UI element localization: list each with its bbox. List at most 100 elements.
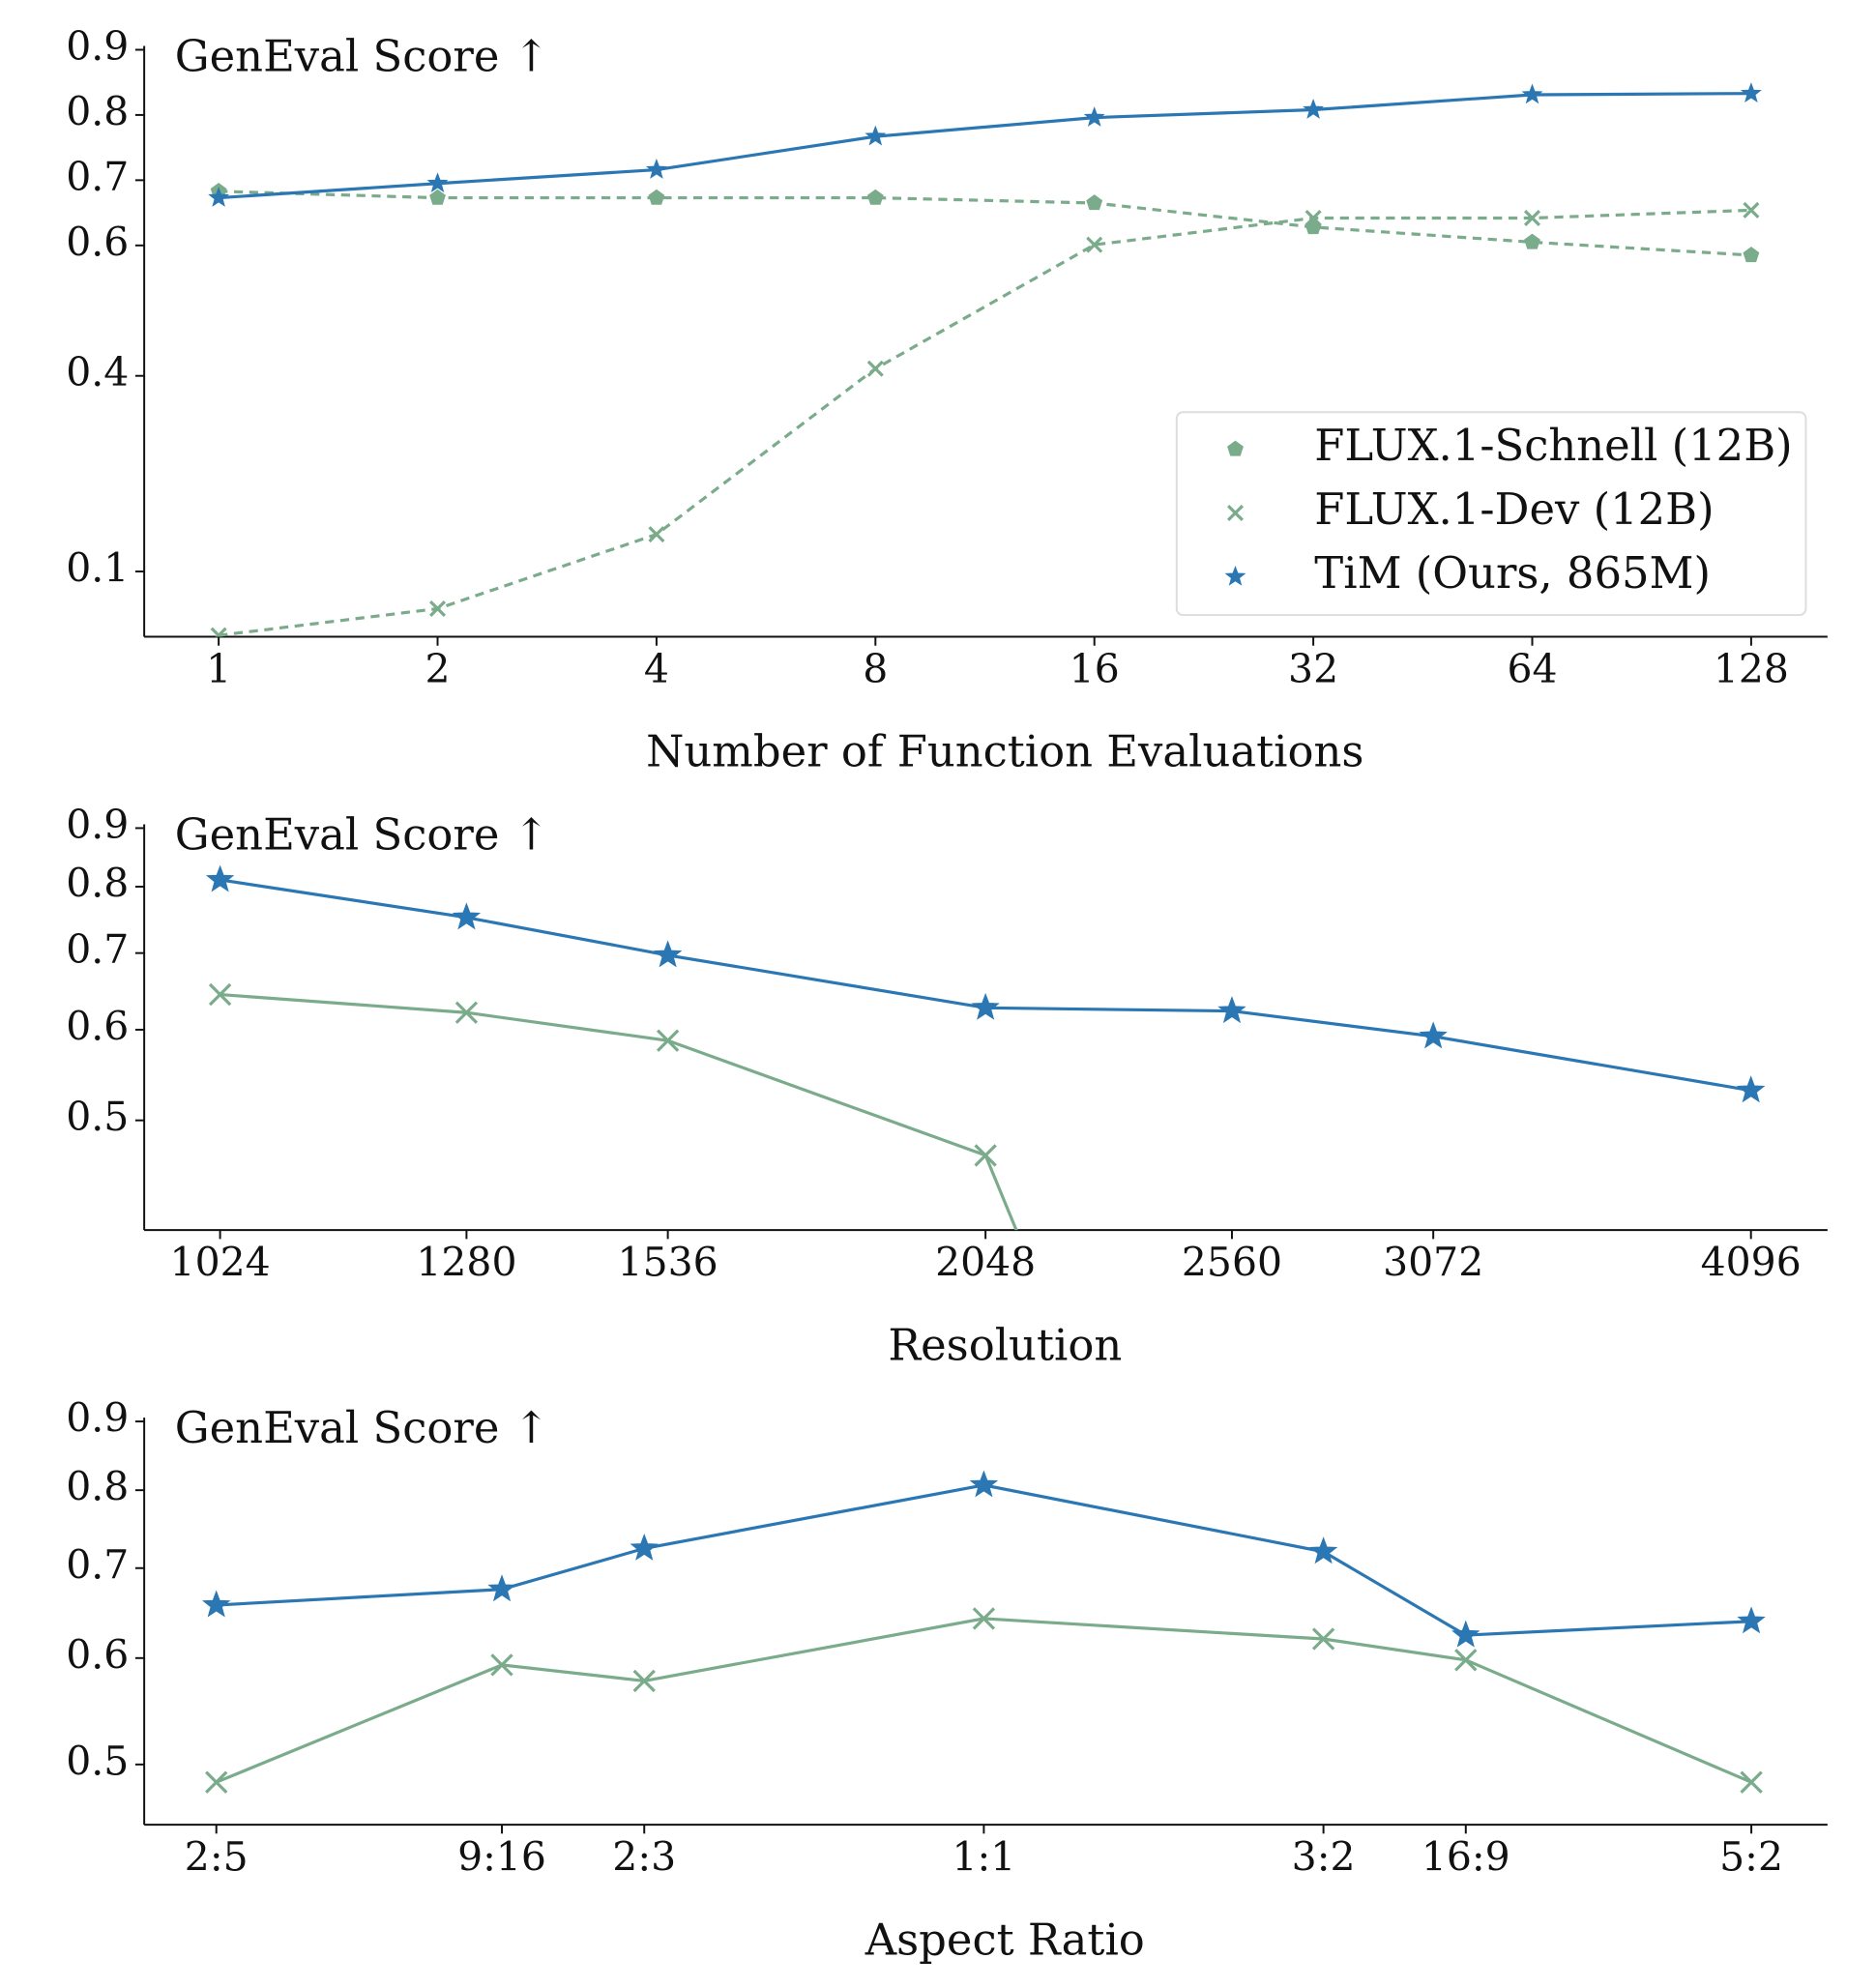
marker [208,982,232,1007]
marker [648,189,665,205]
marker [1740,1770,1763,1794]
marker [1224,565,1246,586]
x-tick-label: 1024 [170,1240,271,1286]
marker [1227,440,1244,456]
series-line [219,92,1751,200]
x-tick-label: 1 [206,646,231,692]
series-line [216,1483,1752,1637]
x-tick-label: 2560 [1182,1240,1282,1286]
y-tick-label: 0.1 [66,545,129,592]
legend-label: FLUX.1-Schnell (12B) [1314,420,1792,471]
series-line [220,878,1751,1093]
x-tick-label: 32 [1288,646,1338,692]
x-tick-label: 2 [425,646,451,692]
marker [648,526,665,543]
x-tick-label: 1:1 [952,1834,1015,1881]
x-tick-label: 16 [1070,646,1120,692]
series-line [218,208,1751,637]
x-tick-label: 3:2 [1292,1834,1356,1881]
marker [452,902,482,930]
x-tick-label: 64 [1507,646,1557,692]
y-tick-label: 0.8 [66,1464,129,1510]
y-axis-title: GenEval Score ↑ [175,1402,549,1453]
x-tick-label: 2:5 [185,1834,249,1881]
marker [1419,1021,1448,1049]
x-tick-label: 2:3 [612,1834,676,1881]
x-tick-label: 3072 [1383,1240,1483,1286]
series-line [219,190,1751,257]
y-tick-label: 0.6 [66,1631,129,1678]
marker [202,1590,231,1618]
marker [1221,1743,1242,1764]
marker [1304,209,1322,226]
marker [971,992,1000,1020]
y-tick-label: 0.8 [66,88,129,134]
y-tick-label: 0.6 [66,1003,129,1049]
marker [645,159,667,179]
marker [1524,233,1540,249]
y-axis-title: GenEval Score ↑ [175,809,549,861]
marker [454,1001,479,1024]
y-tick-label: 0.9 [66,1395,129,1442]
x-tick-label: 5:2 [1719,1834,1783,1881]
legend-label: TiM (Ours, 865M) [1314,547,1711,599]
marker [1521,83,1543,104]
x-tick-label: 1280 [416,1240,516,1286]
marker [1086,236,1103,253]
marker [1736,1075,1766,1103]
marker [1217,996,1246,1024]
legend-box [1175,411,1807,617]
marker [426,172,449,193]
y-tick-label: 0.5 [66,1738,129,1784]
x-tick-label: 16:9 [1422,1834,1510,1881]
series-line [220,992,1018,1231]
marker [866,189,884,205]
marker [1311,1627,1335,1651]
marker [490,1653,513,1677]
marker [1523,209,1541,226]
x-tick-label: 4096 [1701,1240,1802,1286]
y-tick-label: 0.9 [66,802,129,848]
marker [429,599,447,618]
marker [972,1607,996,1630]
series-line [216,1617,1752,1784]
marker [656,1029,680,1052]
marker [1451,1620,1480,1648]
marker [1083,106,1105,127]
x-axis-title: Resolution [888,1319,1122,1370]
marker [1226,504,1245,522]
marker [1743,247,1760,263]
y-tick-label: 0.9 [66,23,129,70]
marker [205,864,235,892]
marker [1743,201,1760,219]
marker [865,125,887,146]
legend-label: FLUX.1-Dev (12B) [1314,483,1714,535]
y-tick-label: 0.6 [66,219,129,265]
marker [429,189,446,205]
y-tick-label: 0.4 [66,349,129,395]
marker [653,940,683,968]
marker [1737,1606,1766,1634]
marker [866,360,884,377]
x-tick-label: 2048 [935,1240,1036,1286]
x-tick-label: 128 [1714,646,1789,692]
marker [969,1470,999,1498]
y-axis-title: GenEval Score ↑ [175,31,549,82]
x-axis-title: Number of Function Evaluations [646,726,1363,777]
y-tick-label: 0.7 [66,154,129,200]
y-tick-label: 0.5 [66,1094,129,1140]
marker [630,1533,659,1561]
marker [205,1770,228,1794]
x-tick-label: 8 [863,646,888,692]
marker [487,1574,516,1602]
x-tick-label: 4 [644,646,669,692]
marker [1086,194,1103,211]
x-axis-title: Aspect Ratio [865,1914,1145,1965]
marker [210,627,227,637]
marker [1303,99,1325,119]
marker [1740,82,1762,102]
y-tick-label: 0.8 [66,861,129,907]
marker [632,1669,656,1693]
x-tick-label: 9:16 [457,1834,546,1881]
